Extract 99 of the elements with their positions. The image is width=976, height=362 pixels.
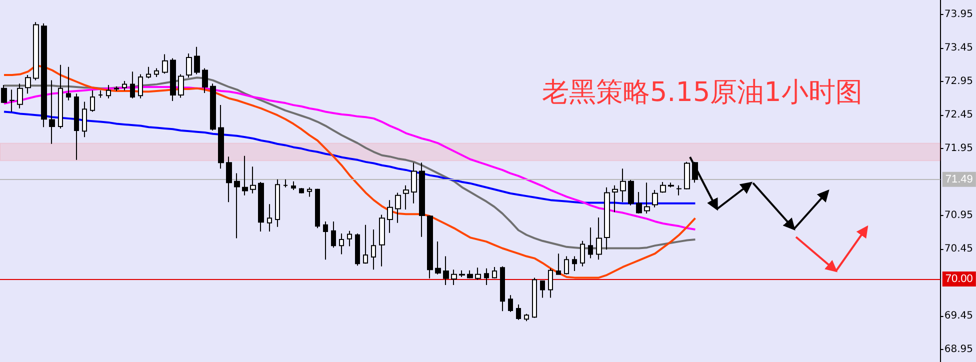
candlestick (1, 84, 7, 104)
candlestick (572, 256, 577, 272)
y-tick-label: 68.95 (944, 344, 974, 355)
candlestick (492, 266, 497, 279)
candlestick (17, 83, 23, 109)
candlestick (524, 313, 529, 322)
candlestick (33, 22, 39, 81)
candlestick (411, 162, 417, 204)
candlestick (363, 224, 368, 264)
candlestick (98, 90, 103, 98)
line-series (3, 110, 696, 204)
ref-line-label: 71.49 (945, 173, 973, 186)
candlestick (315, 188, 320, 229)
candlestick (516, 304, 521, 320)
candlestick (676, 184, 682, 196)
candlestick (548, 268, 553, 298)
candlestick (379, 214, 385, 267)
candlestick (82, 101, 87, 138)
candlestick (323, 220, 328, 260)
candlestick (283, 178, 288, 188)
candlestick (154, 68, 159, 78)
ref-line-label: 70.00 (945, 273, 973, 286)
candlestick (275, 178, 280, 228)
y-tick-label: 73.95 (944, 9, 974, 20)
candlestick (532, 277, 537, 318)
candlestick (291, 180, 296, 191)
candlestick (90, 90, 95, 112)
candlestick (267, 204, 272, 232)
candlestick (299, 188, 304, 194)
candlestick (660, 182, 666, 194)
candlestick (162, 54, 168, 74)
candlestick (644, 182, 650, 214)
candlestick (122, 80, 127, 91)
candlestick (178, 74, 184, 98)
candlestick (307, 186, 312, 198)
candlestick (508, 294, 513, 312)
candlestick (138, 74, 143, 99)
y-tick-label: 70.95 (944, 210, 974, 221)
candlestick (218, 104, 224, 170)
candlestick (41, 22, 47, 128)
candlestick (58, 64, 63, 129)
candlestick (668, 182, 674, 188)
candlestick (395, 192, 401, 224)
candlestick (234, 172, 240, 239)
candlestick (258, 182, 264, 232)
y-tick-label: 72.95 (944, 76, 974, 88)
candlestick (620, 168, 626, 203)
candlestick (355, 233, 360, 266)
candlestick (202, 68, 208, 94)
candlestick (451, 269, 457, 286)
candlestick (114, 86, 119, 92)
y-tick-label: 73.45 (944, 42, 974, 54)
candlestick (564, 256, 569, 275)
candlestick (130, 71, 135, 99)
candlestick (580, 240, 585, 267)
candlestick (186, 53, 192, 78)
candlestick (467, 270, 473, 279)
y-tick-label: 70.45 (944, 243, 974, 254)
y-tick-label: 69.45 (944, 310, 974, 322)
candlestick (242, 155, 248, 196)
candlestick (596, 216, 602, 260)
candlestick (194, 46, 200, 75)
candlestick (556, 253, 561, 275)
candlestick (419, 162, 425, 238)
candlestick (347, 230, 352, 247)
candlestick (106, 84, 111, 99)
candlestick (371, 229, 376, 270)
candlestick (210, 83, 216, 131)
candlestick (459, 270, 465, 278)
y-tick-label: 72.45 (944, 110, 974, 121)
candlestick (427, 214, 433, 279)
candlestick (652, 190, 658, 208)
candlestick (170, 58, 176, 102)
candlestick (146, 66, 151, 79)
candlestick (74, 93, 79, 160)
candlestick (500, 266, 505, 312)
candlestick (540, 280, 545, 298)
candlestick (484, 268, 489, 286)
candlestick (250, 166, 256, 194)
candlestick (9, 89, 15, 112)
candlestick (435, 241, 441, 275)
candlestick (684, 161, 690, 190)
candlestick (226, 156, 232, 203)
candlestick (636, 192, 642, 214)
candlestick (443, 256, 449, 286)
candlestick (331, 220, 336, 248)
candlestick (387, 200, 393, 234)
candlestick (628, 179, 634, 206)
y-tick-label: 71.95 (944, 143, 974, 154)
candlestick (66, 66, 71, 101)
text: 老黑策略5.15原油1小时图 (542, 77, 862, 108)
candlestick (588, 227, 593, 259)
candlestick (475, 267, 481, 280)
candlestick (49, 80, 55, 144)
candlestick (339, 233, 344, 255)
candlestick (25, 74, 31, 94)
candlestick (604, 186, 610, 250)
candlestick (612, 184, 618, 213)
candlestick (403, 184, 409, 210)
